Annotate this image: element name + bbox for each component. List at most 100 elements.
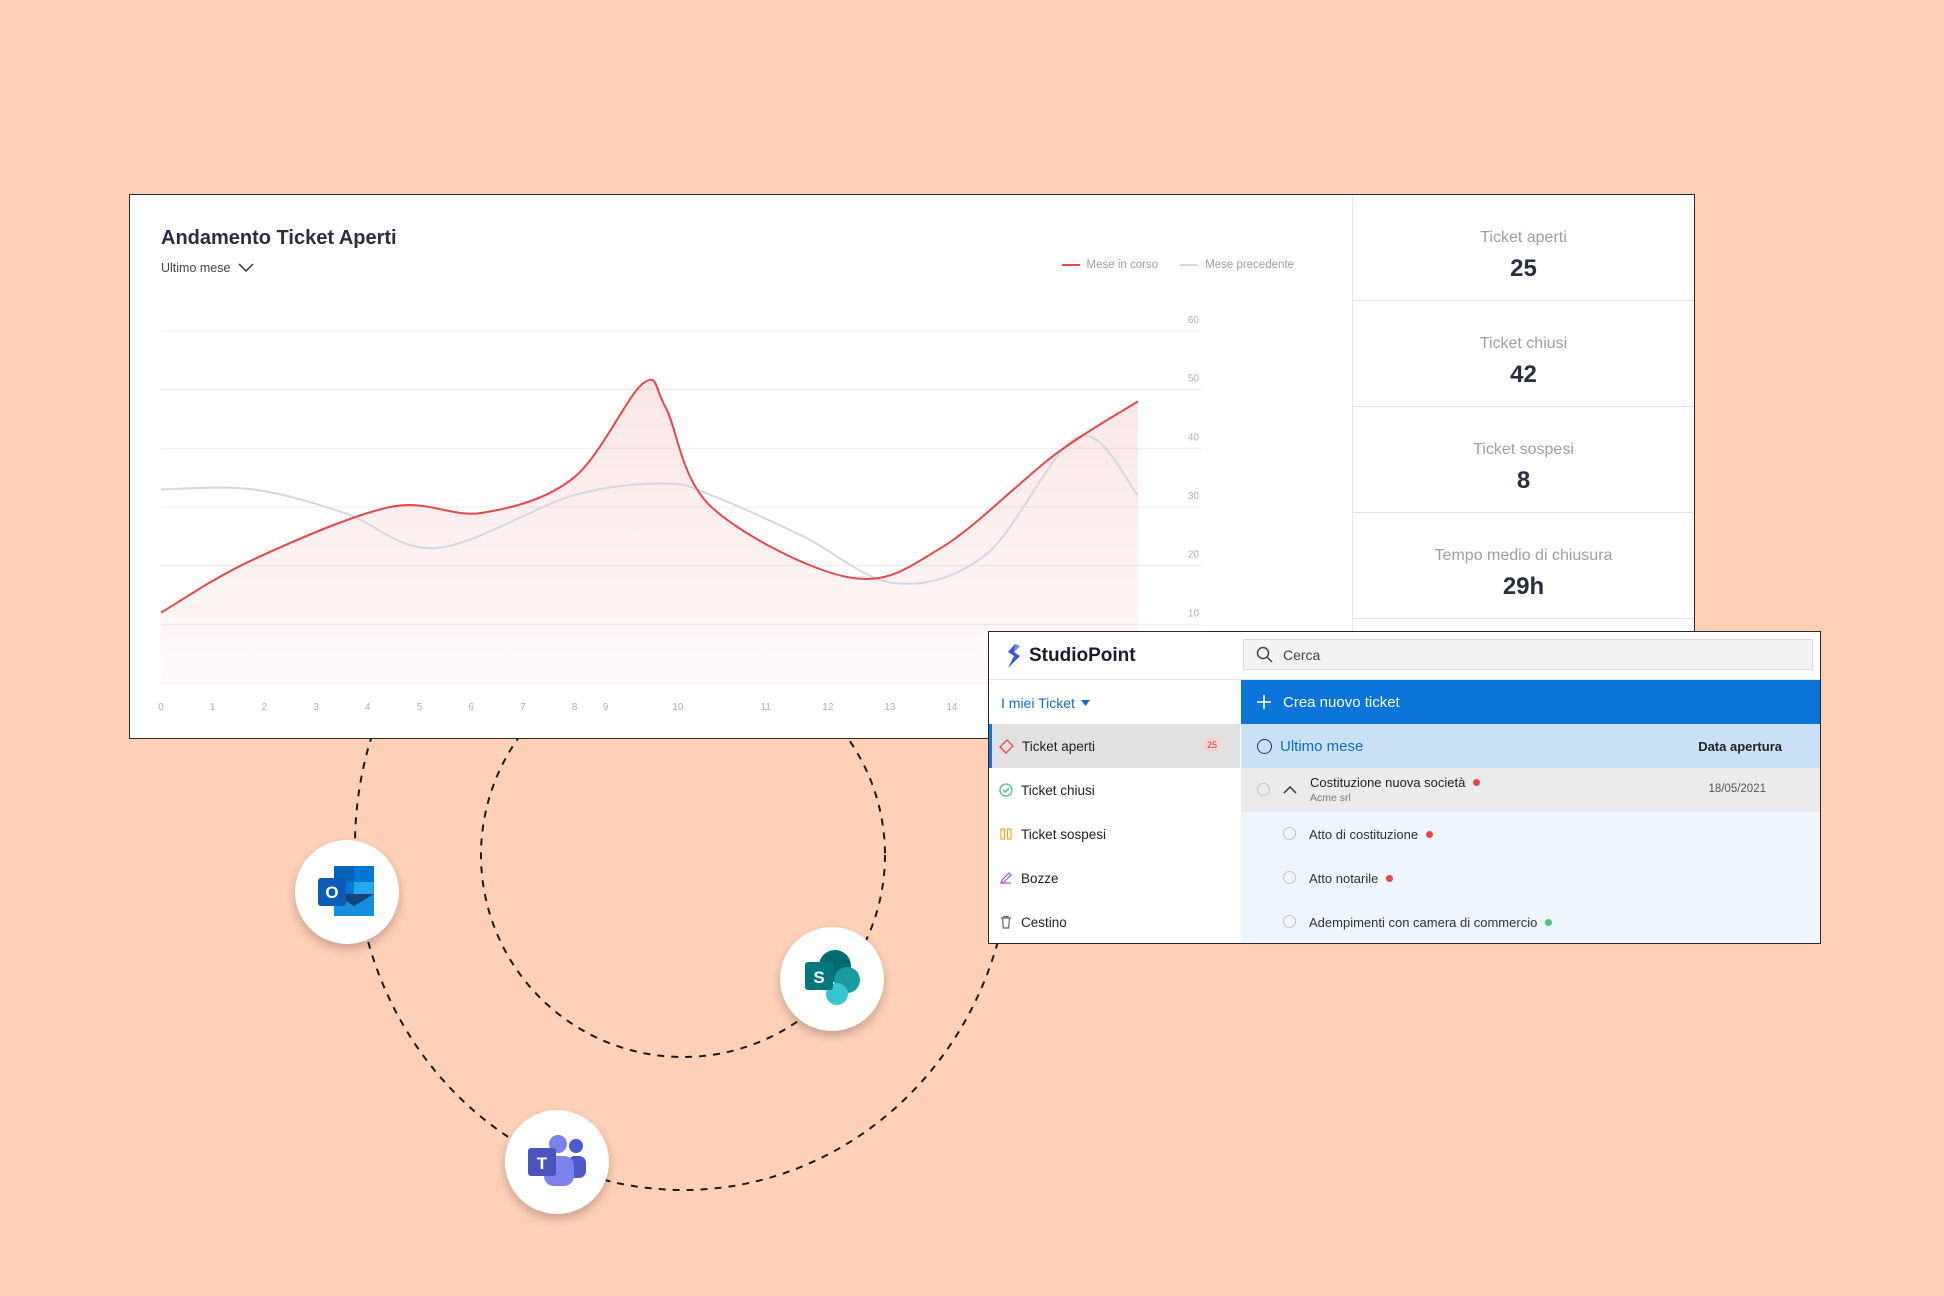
stat-value: 25 [1510, 255, 1537, 282]
x-tick-label: 10 [672, 702, 684, 713]
legend-label: Mese in corso [1086, 259, 1159, 271]
subtask-label: Atto di costituzione [1309, 826, 1419, 842]
ticket-date: 18/05/2021 [1708, 783, 1766, 795]
outlook-icon: O [318, 866, 374, 916]
legend-swatch [1180, 264, 1199, 266]
y-tick-label: 60 [1188, 315, 1200, 326]
sidebar-item-suspended-tickets[interactable]: Ticket sospesi [989, 812, 1240, 856]
legend-label: Mese precedente [1205, 259, 1294, 271]
x-tick-label: 6 [468, 702, 474, 713]
chart-title: Andamento Ticket Aperti [161, 227, 397, 249]
chevron-up-icon[interactable] [1283, 785, 1297, 794]
group-select-checkbox[interactable] [1257, 738, 1272, 754]
studiopoint-window: StudioPoint Cerca I miei Ticket Ticket a… [988, 631, 1821, 944]
brand-logo[interactable]: StudioPoint [1005, 643, 1136, 669]
new-ticket-button[interactable]: Crea nuovo ticket [1241, 680, 1820, 724]
x-tick-label: 0 [158, 702, 164, 713]
trash-icon [1001, 915, 1011, 929]
sidebar-header-label: I miei Ticket [1001, 695, 1075, 711]
search-input[interactable]: Cerca [1243, 639, 1813, 670]
svg-text:O: O [325, 883, 338, 902]
x-tick-label: 5 [417, 702, 423, 713]
sharepoint-icon: S [805, 950, 860, 1005]
series-line-previous [160, 434, 1139, 585]
legend-swatch [1061, 264, 1080, 266]
ticket-title: Costituzione nuova società [1310, 775, 1466, 790]
plus-icon [1257, 695, 1271, 709]
subtask-checkbox[interactable] [1283, 827, 1296, 840]
sidebar-item-label: Ticket sospesi [1021, 826, 1107, 842]
line-chart: 10203040506001234567891011121314151617 [158, 315, 1201, 713]
sidebar-header-dropdown[interactable]: I miei Ticket [1001, 695, 1090, 711]
period-dropdown[interactable]: Ultimo mese [161, 261, 254, 275]
row-select-checkbox[interactable] [1257, 783, 1270, 796]
teams-integration[interactable]: T [505, 1110, 609, 1214]
ticket-icon [999, 738, 1014, 754]
x-tick-label: 2 [262, 702, 268, 713]
sidebar-item-label: Bozze [1021, 870, 1059, 886]
legend-item-current: Mese in corso [1061, 259, 1159, 271]
pencil-icon [1000, 872, 1012, 884]
stat-open-tickets: Ticket aperti 25 [1353, 195, 1694, 301]
status-dot [1386, 874, 1394, 882]
y-tick-label: 40 [1188, 432, 1200, 443]
x-tick-label: 9 [603, 702, 609, 713]
subtask-checkbox[interactable] [1283, 871, 1296, 884]
sidebar: I miei Ticket Ticket aperti 25 Ticket ch… [989, 680, 1242, 943]
subtask-label: Adempimenti con camera di commercio [1309, 914, 1538, 930]
chevron-down-icon [238, 263, 254, 273]
stat-value: 29h [1502, 573, 1545, 600]
y-tick-label: 50 [1188, 374, 1200, 385]
check-circle-icon [999, 783, 1013, 797]
sidebar-item-closed-tickets[interactable]: Ticket chiusi [989, 768, 1240, 812]
card-divider [1352, 195, 1353, 740]
caret-down-icon [1080, 700, 1090, 706]
x-tick-label: 8 [572, 702, 578, 713]
period-label: Ultimo mese [161, 261, 231, 275]
ticket-title-wrap: Costituzione nuova società [1310, 775, 1481, 790]
group-header[interactable]: Ultimo mese Data apertura [1241, 724, 1820, 768]
x-tick-label: 1 [210, 702, 216, 713]
series-area-current [161, 379, 1138, 683]
stat-value: 42 [1510, 361, 1537, 388]
stat-label: Ticket sospesi [1473, 441, 1574, 458]
x-tick-label: 12 [822, 702, 834, 713]
sidebar-item-label: Ticket chiusi [1021, 782, 1095, 798]
x-tick-label: 7 [520, 702, 526, 713]
brand-name: StudioPoint [1029, 645, 1136, 666]
subtask-checkbox[interactable] [1283, 915, 1296, 928]
subtask-list: Atto di costituzione Atto notarile Ademp… [1241, 812, 1820, 943]
y-tick-label: 20 [1188, 550, 1200, 561]
teams-icon: T [528, 1135, 586, 1186]
ticket-info: Costituzione nuova società Acme srl [1310, 775, 1481, 804]
y-tick-label: 30 [1188, 491, 1200, 502]
stat-label: Ticket aperti [1480, 229, 1567, 246]
sidebar-item-drafts[interactable]: Bozze [989, 856, 1240, 900]
sharepoint-integration[interactable]: S [780, 927, 884, 1031]
stat-avg-close-time: Tempo medio di chiusura 29h [1353, 513, 1694, 619]
stat-closed-tickets: Ticket chiusi 42 [1353, 301, 1694, 407]
chart-legend: Mese in corso Mese precedente [1061, 259, 1294, 271]
outlook-integration[interactable]: O [295, 840, 399, 944]
x-tick-label: 4 [365, 702, 371, 713]
subtask-row[interactable]: Adempimenti con camera di commercio [1241, 900, 1820, 943]
sidebar-item-label: Cestino [1021, 914, 1067, 930]
search-placeholder: Cerca [1283, 646, 1321, 663]
status-dot [1426, 830, 1434, 838]
column-header-date[interactable]: Data apertura [1698, 738, 1782, 754]
stat-value: 8 [1516, 467, 1531, 494]
series-line-current [160, 378, 1139, 614]
ticket-company: Acme srl [1310, 792, 1351, 804]
sidebar-item-label: Ticket aperti [1022, 738, 1096, 754]
y-tick-label: 10 [1188, 608, 1200, 619]
top-bar: StudioPoint Cerca [989, 632, 1820, 680]
subtask-row[interactable]: Atto notarile [1241, 856, 1820, 900]
x-tick-label: 14 [946, 702, 958, 713]
x-tick-label: 3 [313, 702, 319, 713]
sidebar-item-trash[interactable]: Cestino [989, 900, 1240, 943]
ticket-row[interactable]: Costituzione nuova società Acme srl 18/0… [1241, 768, 1820, 812]
subtask-row[interactable]: Atto di costituzione [1241, 812, 1820, 856]
sidebar-item-open-tickets[interactable]: Ticket aperti 25 [989, 724, 1240, 768]
x-tick-label: 13 [884, 702, 896, 713]
x-tick-label: 11 [761, 702, 772, 713]
